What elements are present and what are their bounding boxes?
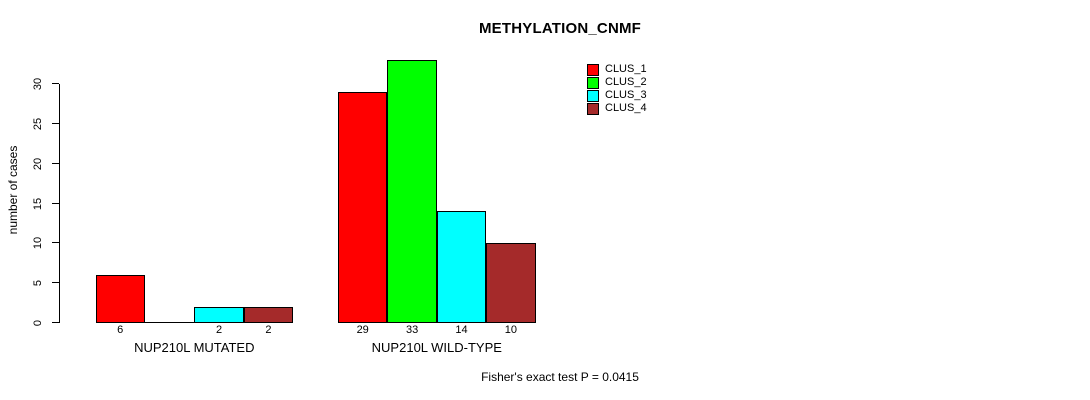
y-axis-tick-label: 0 <box>32 319 44 327</box>
y-axis-tick <box>52 202 59 204</box>
legend: CLUS_1 CLUS_2 CLUS_3 CLUS_4 <box>587 63 647 115</box>
legend-label: CLUS_1 <box>605 63 647 75</box>
bar <box>486 243 536 323</box>
y-axis-tick <box>52 83 59 84</box>
legend-label: CLUS_2 <box>605 76 647 88</box>
bar <box>338 91 388 323</box>
legend-color-swatch <box>587 102 599 115</box>
bar <box>194 307 244 323</box>
y-axis-line <box>59 84 60 323</box>
y-axis-tick <box>52 242 59 244</box>
bar <box>95 275 145 323</box>
bar-value-label: 33 <box>405 324 419 336</box>
legend-label: CLUS_3 <box>605 89 647 101</box>
legend-label: CLUS_4 <box>605 102 647 114</box>
x-axis-group-label: NUP210L MUTATED <box>134 340 255 355</box>
y-axis-tick <box>52 322 59 323</box>
y-axis-tick-label: 20 <box>32 157 44 170</box>
bar <box>436 211 487 323</box>
legend-color-swatch <box>587 89 599 102</box>
x-axis-group-label: NUP210L WILD-TYPE <box>371 340 502 355</box>
legend-entry: CLUS_4 <box>587 102 647 115</box>
legend-color-swatch <box>587 76 599 89</box>
legend-color-swatch <box>587 63 599 76</box>
legend-entry: CLUS_3 <box>587 89 647 102</box>
stat-annotation: Fisher's exact test P = 0.0415 <box>481 370 639 384</box>
bar-value-label: 14 <box>455 324 468 336</box>
bar-zero-height <box>144 322 195 323</box>
bar-value-label: 6 <box>117 324 124 336</box>
y-axis-tick <box>52 282 59 284</box>
bar-value-label: 2 <box>215 324 223 336</box>
bar-value-label: 29 <box>356 324 369 336</box>
y-axis-tick-label: 30 <box>32 77 44 91</box>
bar <box>387 60 437 323</box>
y-axis-tick <box>52 122 59 124</box>
y-axis-label: number of cases <box>6 145 20 235</box>
chart-title: METHYLATION_CNMF <box>478 20 642 37</box>
legend-entry: CLUS_2 <box>587 76 647 89</box>
bar-value-label: 10 <box>504 324 518 336</box>
y-axis-tick <box>52 162 59 164</box>
y-axis-tick-label: 25 <box>32 117 44 130</box>
y-axis-tick-label: 15 <box>32 197 44 210</box>
y-axis-tick-label: 10 <box>32 237 44 250</box>
y-axis-tick-label: 5 <box>32 280 44 287</box>
legend-entry: CLUS_1 <box>587 63 647 76</box>
bar <box>243 307 294 323</box>
bar-value-label: 2 <box>265 324 272 336</box>
